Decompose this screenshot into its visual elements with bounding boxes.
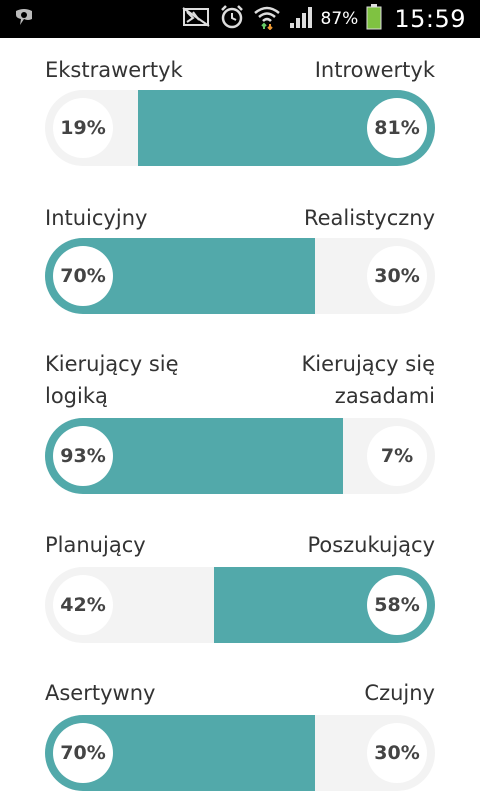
mute-icon	[181, 6, 211, 32]
trait-intuition: Intuicyjny Realistyczny 70% 30%	[45, 202, 435, 314]
label-right: Poszukujący	[307, 533, 435, 557]
label-right-line2: zasadami	[334, 384, 435, 408]
label-right: Kierujący się zasadami	[301, 348, 435, 412]
battery-percent: 87%	[320, 9, 359, 29]
left-score: 93%	[53, 426, 113, 486]
left-score: 70%	[53, 723, 113, 783]
label-left-line1: Kierujący się	[45, 352, 179, 376]
score-bar: 93% 7%	[45, 418, 435, 494]
battery-icon	[366, 4, 382, 34]
trait-planning: Planujący Poszukujący 42% 58%	[45, 529, 435, 643]
label-right: Realistyczny	[303, 206, 435, 230]
score-bar: 42% 58%	[45, 567, 435, 643]
right-score: 7%	[367, 426, 427, 486]
label-left: Planujący	[45, 533, 146, 557]
label-left: Intuicyjny	[45, 206, 148, 230]
label-left: Kierujący się logiką	[45, 348, 179, 412]
label-right: Introwertyk	[314, 58, 435, 82]
trait-assertiveness: Asertywny Czujny 70% 30%	[45, 677, 435, 791]
label-right-line1: Kierujący się	[301, 352, 435, 376]
label-right: Czujny	[364, 681, 435, 705]
trait-extraversion: Ekstrawertyk Introwertyk 19% 81%	[45, 54, 435, 166]
right-score: 58%	[367, 575, 427, 635]
left-score: 19%	[53, 98, 113, 158]
right-score: 30%	[367, 723, 427, 783]
right-score: 81%	[367, 98, 427, 158]
clock: 15:59	[394, 5, 466, 33]
left-score: 42%	[53, 575, 113, 635]
personality-results: Ekstrawertyk Introwertyk 19% 81% Intuicy…	[0, 38, 480, 800]
label-left-line2: logiką	[45, 384, 108, 408]
score-bar: 70% 30%	[45, 715, 435, 791]
status-bar: 87% 15:59	[0, 0, 480, 38]
right-score: 30%	[367, 246, 427, 306]
label-left: Asertywny	[45, 681, 156, 705]
score-bar: 70% 30%	[45, 238, 435, 314]
label-left: Ekstrawertyk	[45, 58, 183, 82]
trait-thinking: Kierujący się logiką Kierujący się zasad…	[45, 348, 435, 494]
app-notification-icon	[12, 7, 36, 33]
score-bar: 19% 81%	[45, 90, 435, 166]
left-score: 70%	[53, 246, 113, 306]
wifi-icon	[253, 4, 281, 34]
signal-icon	[289, 5, 313, 33]
alarm-icon	[219, 4, 245, 34]
